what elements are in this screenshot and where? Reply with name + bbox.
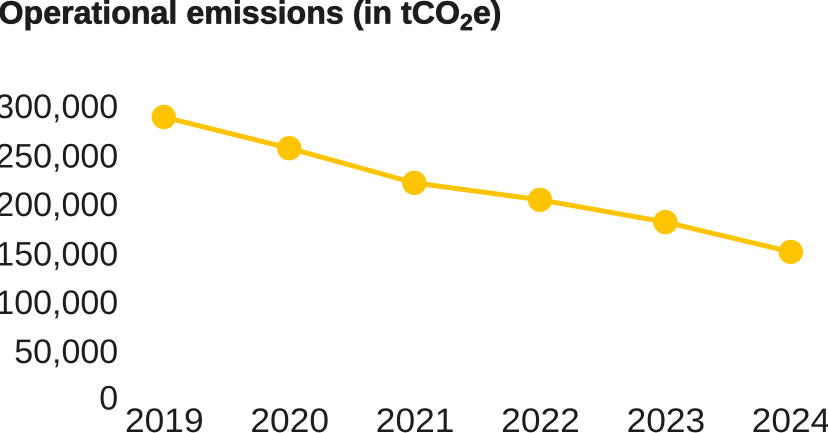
svg-text:50,000: 50,000 xyxy=(14,333,118,371)
svg-text:e): e) xyxy=(473,0,501,31)
svg-text:0: 0 xyxy=(99,379,118,417)
svg-text:2024: 2024 xyxy=(752,402,828,433)
svg-text:200,000: 200,000 xyxy=(0,186,118,224)
svg-text:300,000: 300,000 xyxy=(0,88,118,126)
svg-text:150,000: 150,000 xyxy=(0,235,118,273)
svg-text:100,000: 100,000 xyxy=(0,284,118,322)
svg-text:2022: 2022 xyxy=(501,402,580,433)
svg-text:2021: 2021 xyxy=(376,402,455,433)
svg-text:2: 2 xyxy=(460,9,473,35)
svg-text:Operational emissions (in tCO: Operational emissions (in tCO xyxy=(0,0,460,31)
svg-text:250,000: 250,000 xyxy=(0,138,118,176)
svg-text:2019: 2019 xyxy=(125,402,204,433)
svg-text:2020: 2020 xyxy=(250,402,329,433)
svg-text:2023: 2023 xyxy=(627,402,706,433)
